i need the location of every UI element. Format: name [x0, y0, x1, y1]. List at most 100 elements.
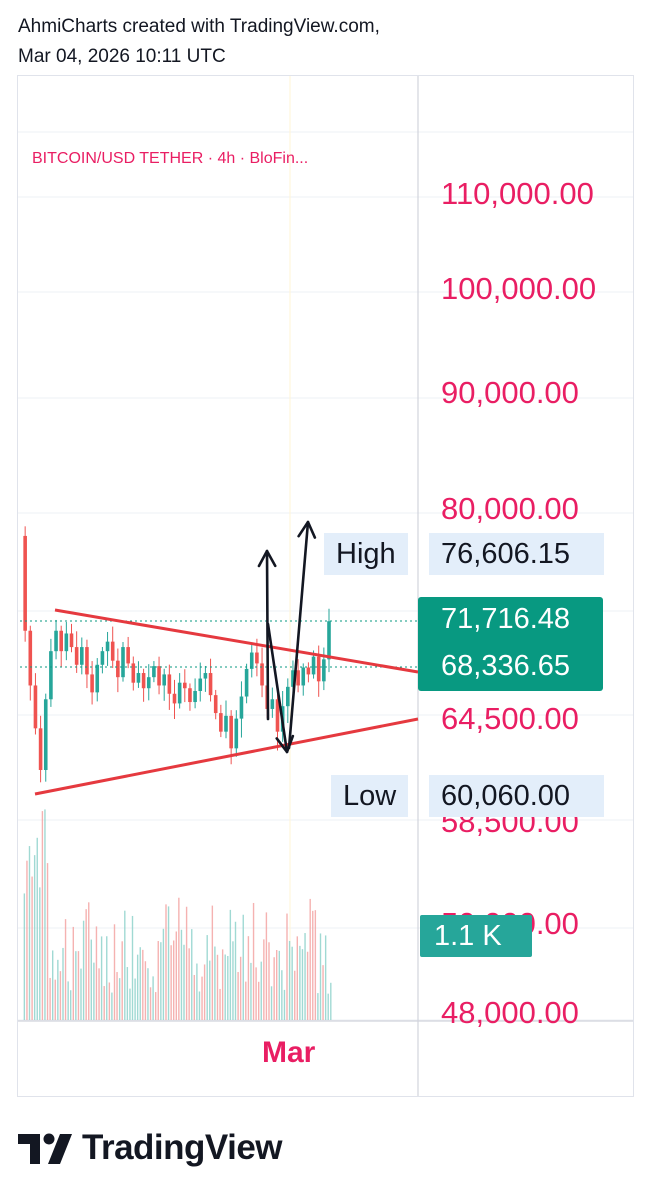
volume-bar	[288, 940, 291, 1020]
candle-body	[43, 699, 48, 770]
volume-bar	[250, 962, 252, 1020]
candle-body	[49, 651, 53, 700]
volume-bar	[237, 972, 239, 1020]
volume-bar	[180, 929, 183, 1020]
volume-bar	[221, 949, 224, 1020]
candle-body	[198, 678, 203, 691]
candle-body	[327, 621, 331, 660]
up-arrow-left	[257, 549, 277, 721]
price-tag-group	[418, 597, 603, 691]
candle-body	[249, 652, 254, 669]
candle-body	[121, 647, 125, 678]
volume-bar	[64, 919, 67, 1020]
volume-bar	[273, 957, 275, 1020]
candle-body	[141, 673, 146, 689]
price-axis-label: 64,500.00	[441, 701, 579, 736]
volume-bar	[314, 910, 317, 1020]
volume-bar	[206, 935, 208, 1020]
volume-bar	[258, 981, 260, 1020]
volume-bar	[265, 912, 268, 1020]
volume-bar	[62, 947, 64, 1020]
volume-bar	[82, 920, 85, 1020]
volume-bar	[198, 991, 201, 1020]
candle-body	[208, 673, 213, 696]
candle-body	[146, 677, 151, 689]
candle-body	[301, 667, 306, 686]
volume-bar	[144, 961, 147, 1020]
volume-bar	[70, 990, 72, 1020]
volume-bar	[309, 898, 311, 1020]
volume-bar	[330, 982, 332, 1020]
volume-bar	[268, 942, 270, 1020]
candle-body	[316, 656, 321, 682]
candle-body	[85, 647, 89, 675]
volume-bar	[193, 974, 195, 1020]
candle-body	[90, 674, 94, 693]
ascending-trendline	[34, 717, 419, 796]
candle-body	[255, 652, 259, 664]
chart-header: AhmiCharts created with TradingView.com,…	[18, 12, 380, 72]
prev-close-tag: 68,336.65	[441, 650, 571, 682]
chart-frame[interactable]	[17, 75, 634, 1097]
candle-body	[80, 647, 84, 665]
arrow-shaft	[266, 622, 289, 754]
candle-body	[157, 666, 161, 686]
volume-bar	[80, 968, 82, 1020]
volume-bar	[142, 949, 144, 1020]
brand-logo[interactable]: TradingView	[18, 1128, 283, 1168]
volume-bar	[306, 951, 309, 1020]
volume-bar	[157, 941, 159, 1020]
candle-body	[260, 663, 264, 686]
candle-body	[291, 670, 295, 687]
candle-body	[28, 630, 33, 686]
volume-bar	[136, 954, 139, 1020]
arrow-head	[275, 734, 295, 754]
candle-body	[64, 633, 69, 652]
volume-bar	[191, 929, 193, 1020]
arrow-shaft	[265, 549, 270, 721]
volume-bar	[219, 988, 221, 1020]
volume-bar	[185, 906, 188, 1020]
volume-bar	[155, 992, 157, 1020]
volume-bar	[278, 950, 280, 1020]
candle-body	[100, 651, 105, 665]
candle-body	[152, 666, 156, 678]
candle-body	[177, 682, 182, 704]
volume-bar	[260, 961, 262, 1020]
volume-bar	[52, 950, 54, 1020]
candle-body	[172, 693, 177, 704]
volume-bar	[59, 971, 62, 1020]
volume-bar	[319, 933, 322, 1020]
volume-bar	[100, 936, 103, 1020]
candle-body	[219, 713, 223, 732]
volume-bar	[126, 967, 129, 1020]
symbol-title[interactable]: BITCOIN/USD TETHER · 4h · BloFin...	[32, 150, 309, 167]
candle-body	[229, 715, 233, 749]
volume-bar	[167, 906, 170, 1020]
volume-bar	[216, 954, 219, 1020]
brand-name: TradingView	[82, 1128, 283, 1167]
volume-bar	[183, 944, 185, 1020]
candle-body	[275, 699, 280, 732]
candle-body	[306, 667, 311, 675]
low-label-tag: Low	[331, 775, 409, 817]
arrow-head	[257, 549, 277, 568]
volume-bar	[317, 993, 319, 1020]
volume-bar	[49, 977, 51, 1020]
volume-bar	[294, 970, 296, 1020]
volume-bar	[111, 992, 113, 1020]
volume-bar	[227, 955, 229, 1020]
volume-bar	[178, 897, 180, 1020]
volume-bar	[286, 913, 288, 1020]
volume-bar	[103, 986, 105, 1020]
volume-bar	[77, 951, 80, 1020]
time-axis-label: Mar	[262, 1036, 316, 1069]
volume-bar	[106, 936, 108, 1020]
volume-bar	[113, 924, 116, 1020]
volume-bar	[36, 837, 38, 1020]
volume-bar	[301, 949, 304, 1020]
volume-bar	[281, 970, 283, 1020]
price-axis-label: 80,000.00	[441, 491, 579, 526]
volume-bar	[270, 986, 273, 1020]
